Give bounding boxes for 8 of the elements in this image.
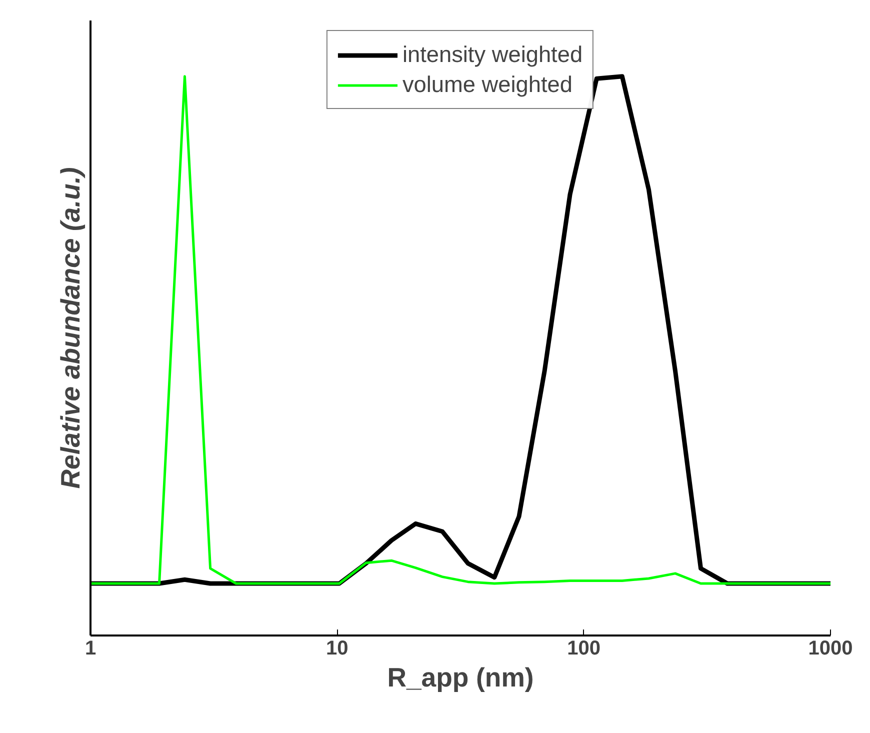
- legend-label: volume weighted: [402, 71, 572, 98]
- x-tick-label: 10: [326, 638, 348, 660]
- legend-label: intensity weighted: [402, 41, 583, 68]
- x-tick-label: 1: [84, 638, 96, 660]
- x-tick-label: 1000: [808, 638, 853, 660]
- y-axis-title: Relative abundance (a.u.): [56, 167, 86, 489]
- x-axis-title: R_app (nm): [387, 662, 534, 692]
- x-tick-label: 100: [567, 638, 601, 660]
